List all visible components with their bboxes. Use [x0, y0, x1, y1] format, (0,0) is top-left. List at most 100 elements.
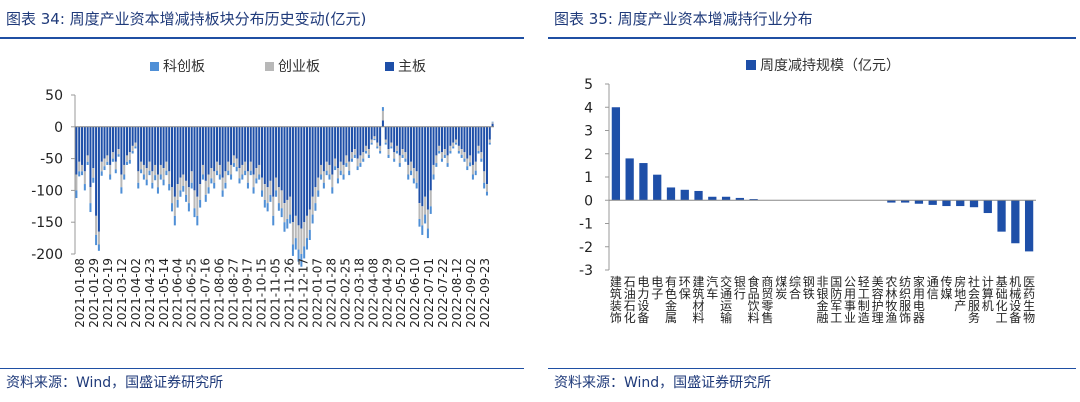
bar-kc [356, 166, 359, 171]
bar-kc [75, 190, 78, 199]
bar-cy [109, 164, 112, 175]
bar-kc [187, 203, 190, 212]
bar-cy [300, 228, 303, 254]
bar-zb [376, 126, 379, 143]
y-tick-label: -2 [579, 240, 593, 256]
bar-zb [424, 126, 427, 197]
bar-cy [483, 171, 486, 183]
bar-cy [159, 164, 162, 175]
x-tick-label: 2022-07-22 [436, 258, 450, 328]
bar-kc [294, 238, 297, 250]
bar-kc [367, 154, 370, 158]
bar-zb [159, 126, 162, 165]
bar-zb [381, 120, 384, 127]
y-tick-label: -1 [579, 217, 593, 233]
bar-cy [277, 187, 280, 204]
bar-cy [92, 168, 95, 178]
bar-zb [410, 126, 413, 162]
x-tick-label: 综合 [789, 275, 801, 301]
bar-cy [114, 161, 117, 170]
bar-cy [103, 158, 106, 167]
bar-cy [314, 187, 317, 204]
bar-kc [148, 170, 151, 176]
bar-zb [483, 126, 486, 172]
bar-kc [232, 163, 235, 167]
bar-kc [260, 190, 264, 197]
x-tick-label: 非银金融 [816, 275, 828, 325]
bar-kc [221, 190, 224, 197]
bar-kc [300, 254, 303, 267]
x-tick-label: 2021-01-08 [73, 258, 87, 328]
bar-cy [171, 187, 174, 204]
bar-cy [477, 145, 480, 151]
bar-kc [370, 142, 373, 145]
bar-cy [216, 161, 219, 171]
x-tick-label: 计算机 [982, 275, 994, 313]
bar-cy [289, 196, 292, 215]
bar-kc [289, 214, 292, 224]
bar-kc [342, 174, 345, 180]
bar-cy [286, 199, 289, 220]
bar-kc [469, 162, 472, 167]
bar-zb [182, 126, 185, 175]
bar-zb [224, 126, 227, 172]
bar-cy [291, 222, 294, 245]
bar-kc [480, 158, 483, 162]
bar-cy [179, 177, 182, 191]
bar-zb [314, 126, 317, 188]
bar-cy [95, 215, 98, 235]
bar-cy [407, 164, 410, 175]
bar-zb [126, 126, 129, 156]
legend-swatch-zb [385, 62, 394, 71]
x-tick-label: 2021-11-05 [269, 258, 283, 328]
industry-bar [887, 200, 896, 203]
x-tick-label: 石油石化 [624, 275, 636, 325]
bar-cy [466, 158, 469, 167]
bar-zb [154, 126, 157, 165]
industry-bar [914, 200, 924, 204]
bar-cy [328, 164, 331, 175]
bar-kc [331, 187, 334, 194]
bar-zb [334, 126, 337, 159]
bar-kc [117, 154, 120, 157]
bar-kc [199, 199, 202, 208]
bar-kc [446, 163, 449, 167]
legend-label-kc: 科创板 [163, 59, 205, 75]
bar-zb [142, 126, 145, 165]
bar-zb [89, 126, 92, 188]
bar-kc [182, 185, 185, 192]
bar-zb [230, 126, 233, 165]
bar-zb [100, 126, 103, 162]
bar-cy [345, 155, 348, 164]
bar-zb [120, 126, 123, 175]
bar-zb [252, 126, 255, 175]
bar-cy [154, 164, 157, 176]
bar-cy [151, 171, 154, 183]
bar-cy [320, 164, 323, 175]
source-rule [0, 368, 524, 369]
bar-cy [100, 161, 103, 172]
bar-cy [176, 184, 179, 200]
bar-kc [429, 206, 432, 214]
bar-kc [92, 177, 95, 183]
bar-cy [260, 177, 264, 191]
legend-label-cy: 创业板 [278, 59, 320, 75]
industry-bar [1011, 200, 1020, 244]
bar-cy [131, 145, 134, 151]
bar-kc [255, 178, 258, 184]
bar-zb [199, 126, 202, 185]
bar-cy [297, 225, 300, 250]
x-tick-label: 2021-02-19 [101, 258, 115, 328]
bar-cy [305, 215, 308, 239]
bar-zb [260, 126, 264, 178]
bar-cy [275, 177, 278, 191]
bar-kc [244, 170, 247, 176]
bar-zb [384, 126, 387, 140]
bar-cy [187, 187, 190, 204]
bar-zb [92, 126, 95, 169]
bar-cy [283, 203, 286, 223]
bar-zb [185, 126, 188, 181]
bar-kc [173, 215, 176, 226]
bar-kc [418, 219, 421, 227]
